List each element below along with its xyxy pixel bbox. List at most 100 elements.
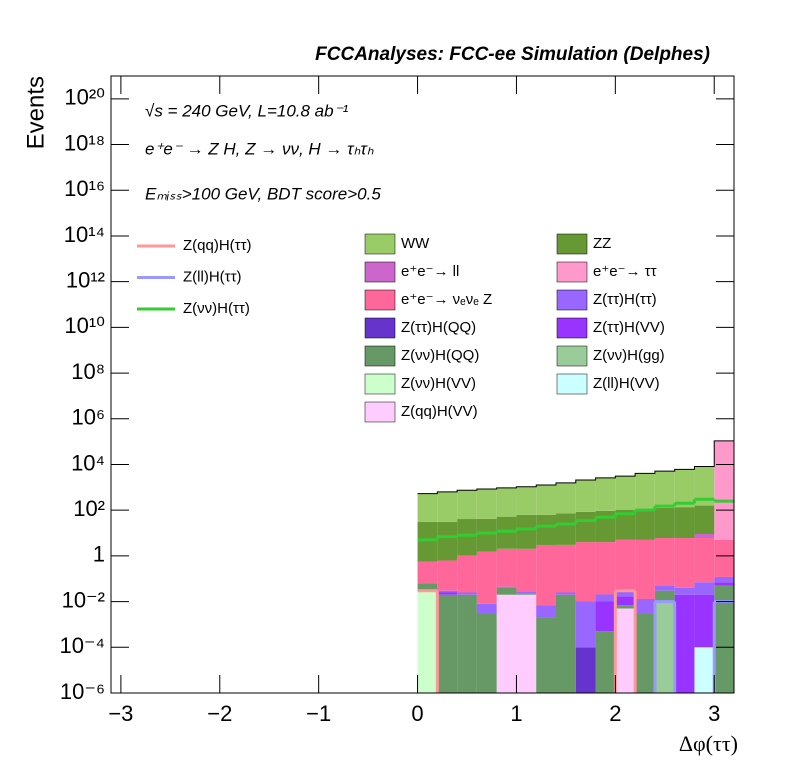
bar-segment bbox=[437, 521, 458, 561]
bar-segment bbox=[694, 505, 715, 535]
x-tick-label: 3 bbox=[708, 701, 720, 726]
bar-segment bbox=[654, 601, 675, 693]
legend-label: WW bbox=[401, 235, 430, 252]
bar-segment bbox=[674, 587, 695, 595]
y-tick-label: 10²⁰ bbox=[64, 85, 105, 110]
bar-segment bbox=[556, 482, 576, 514]
y-tick-label: 10⁻⁴ bbox=[59, 633, 105, 658]
bar-segment bbox=[635, 539, 655, 599]
annotation: √s = 240 GeV, L=10.8 ab⁻¹ bbox=[145, 101, 349, 120]
bar-segment bbox=[437, 560, 458, 591]
legend-swatch bbox=[556, 289, 588, 311]
bar-segment bbox=[635, 509, 655, 540]
bar-segment bbox=[654, 538, 675, 586]
legend-label: e⁺e⁻→ ll bbox=[401, 263, 459, 280]
x-tick-label: 1 bbox=[510, 701, 522, 726]
bar-segment bbox=[476, 551, 497, 604]
bar-segment bbox=[516, 591, 537, 594]
bar-segment bbox=[714, 585, 734, 693]
bar-segment bbox=[654, 590, 675, 602]
bar-segment bbox=[595, 477, 616, 511]
legend-swatch bbox=[364, 289, 396, 311]
y-tick-label: 10⁻⁶ bbox=[60, 679, 105, 704]
bar-segment bbox=[714, 582, 734, 586]
bar-segment bbox=[457, 592, 477, 595]
legend-swatch bbox=[556, 261, 588, 283]
bar-segment bbox=[476, 613, 497, 693]
x-tick-label: 2 bbox=[609, 701, 621, 726]
bar-segment bbox=[595, 601, 616, 632]
bar-segment bbox=[516, 593, 537, 595]
bar-segment bbox=[595, 510, 616, 543]
bar-segment bbox=[714, 576, 734, 583]
legend-label: Z(νν)H(QQ) bbox=[401, 347, 479, 364]
bar-segment bbox=[694, 466, 715, 506]
y-tick-label: 1 bbox=[93, 542, 105, 567]
legend-swatch bbox=[364, 233, 396, 255]
bar-segment bbox=[417, 590, 438, 693]
legend-label: Z(νν)H(gg) bbox=[593, 347, 665, 364]
bar-segment bbox=[575, 647, 596, 693]
bar-segment bbox=[536, 544, 556, 606]
bar-segment bbox=[437, 592, 458, 595]
bar-segment bbox=[457, 519, 477, 556]
annotation: Eₘᵢₛₛ>100 GeV, BDT score>0.5 bbox=[145, 184, 381, 203]
legend-label: Z(ττ)H(VV) bbox=[593, 319, 665, 336]
bar-segment bbox=[516, 594, 537, 693]
y-tick-label: 10⁻² bbox=[62, 587, 105, 612]
legend-label: e⁺e⁻→ ττ bbox=[593, 263, 657, 280]
bar-segment bbox=[437, 590, 458, 593]
bar-segment bbox=[437, 491, 458, 522]
bar-segment bbox=[556, 513, 576, 545]
legend-swatch bbox=[364, 345, 396, 367]
bar-segment bbox=[457, 555, 477, 593]
stack-outline bbox=[417, 440, 734, 495]
x-tick-label: 0 bbox=[411, 701, 423, 726]
bar-segment bbox=[575, 542, 596, 602]
bar-segment bbox=[536, 485, 556, 515]
legend-label: Z(νν)H(ττ) bbox=[183, 300, 250, 317]
bar-segment bbox=[516, 548, 537, 592]
bar-segment bbox=[476, 603, 497, 614]
bar-segment bbox=[615, 608, 636, 693]
bar-segment bbox=[694, 582, 715, 595]
legend-swatch bbox=[556, 345, 588, 367]
y-tick-label: 10¹⁰ bbox=[64, 313, 105, 338]
legend-swatch bbox=[556, 373, 588, 395]
x-tick-label: −3 bbox=[108, 701, 133, 726]
bar-segment bbox=[635, 613, 655, 693]
bar-segment bbox=[457, 594, 477, 693]
bar-segment bbox=[615, 596, 636, 606]
bar-segment bbox=[615, 605, 636, 609]
bar-segment bbox=[556, 594, 576, 693]
legend-swatch bbox=[556, 317, 588, 339]
bar-segment bbox=[615, 591, 636, 597]
bar-segment bbox=[615, 539, 636, 592]
bar-segment bbox=[674, 469, 695, 508]
y-tick-label: 10² bbox=[73, 496, 105, 521]
bar-segment bbox=[654, 471, 675, 508]
bar-segment bbox=[635, 473, 655, 510]
bar-segment bbox=[674, 507, 695, 539]
bar-segment bbox=[694, 534, 715, 538]
bar-segment bbox=[536, 617, 556, 693]
bar-segment bbox=[496, 594, 517, 693]
bar-segment bbox=[536, 514, 556, 545]
bar-segment bbox=[635, 598, 655, 614]
bar-segment bbox=[654, 507, 675, 539]
legend-label: Z(ll)H(ττ) bbox=[183, 268, 242, 285]
bar-segment bbox=[496, 487, 517, 517]
legend-label: Z(ττ)H(QQ) bbox=[401, 319, 476, 336]
bar-segment bbox=[575, 511, 596, 543]
legend-label: Z(νν)H(VV) bbox=[401, 375, 476, 392]
bar-segment bbox=[595, 631, 616, 693]
legend-label: e⁺e⁻→ νₑνₑ Z bbox=[401, 291, 492, 308]
y-tick-label: 10⁴ bbox=[71, 450, 105, 475]
bar-segment bbox=[595, 594, 616, 602]
legend-swatch bbox=[364, 373, 396, 395]
bar-segment bbox=[694, 537, 715, 583]
bar-segment bbox=[496, 516, 517, 549]
x-axis-label: Δφ(ττ) bbox=[679, 731, 738, 756]
bar-segment bbox=[417, 493, 438, 522]
bar-segment bbox=[694, 647, 715, 693]
